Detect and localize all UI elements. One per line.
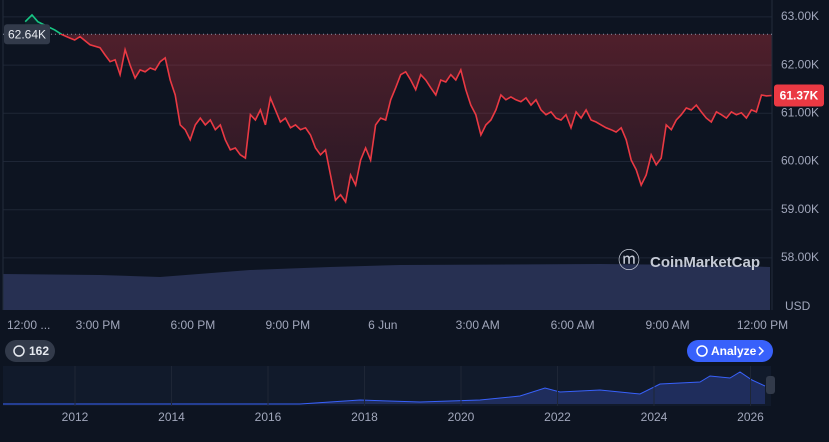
navigator-line [3,371,766,405]
reference-label-bg [4,24,50,45]
current-label-bg [774,84,824,107]
y-tick-label: 62.00K [781,57,819,71]
x-tick-label: 6:00 AM [551,318,595,332]
y-unit: USD [785,299,811,313]
volume-area [3,264,770,310]
analyze-button[interactable]: Analyze [687,340,773,362]
price-area [25,14,772,203]
navigator-handle[interactable] [766,376,775,394]
navigator-tick-label: 2016 [255,410,282,424]
watermark-logo: ⓜ [618,248,640,273]
navigator-tick-label: 2020 [448,410,475,424]
y-tick-label: 58.00K [781,250,819,264]
analyze-icon [696,345,708,357]
y-tick-label: 61.00K [781,105,819,119]
y-tick-label: 63.00K [781,9,819,23]
navigator-tick-label: 2012 [62,410,89,424]
current-label: 61.37K [780,89,819,103]
navigator-tick-label: 2014 [158,410,185,424]
watermark: CoinMarketCap [650,254,760,271]
y-tick-label: 59.00K [781,202,819,216]
navigator-tick-label: 2022 [544,410,571,424]
navigator-tick-label: 2026 [737,410,764,424]
analyze-button-bg[interactable] [687,340,773,362]
navigator-tick-label: 2018 [351,410,378,424]
x-tick-label: 12:00 ... [7,318,50,332]
reference-label: 62.64K [8,27,46,41]
history-button[interactable]: 162 [5,340,55,362]
navigator-tick-label: 2024 [641,410,668,424]
area-group [25,14,772,203]
x-tick-label: 3:00 PM [76,318,121,332]
x-tick-label: 12:00 PM [737,318,788,332]
volume-band [3,264,770,310]
chevron [758,346,765,356]
y-tick-label: 60.00K [781,154,819,168]
navigator-area [3,372,765,404]
x-tick-label: 6:00 PM [171,318,216,332]
analyze-label: Analyze [711,344,757,358]
x-tick-label: 3:00 AM [456,318,500,332]
history-icon [13,345,25,357]
x-tick-label: 9:00 PM [265,318,310,332]
x-tick-label: 6 Jun [368,318,397,332]
history-count: 162 [29,344,49,358]
price-line [24,13,772,205]
x-tick-label: 9:00 AM [646,318,690,332]
